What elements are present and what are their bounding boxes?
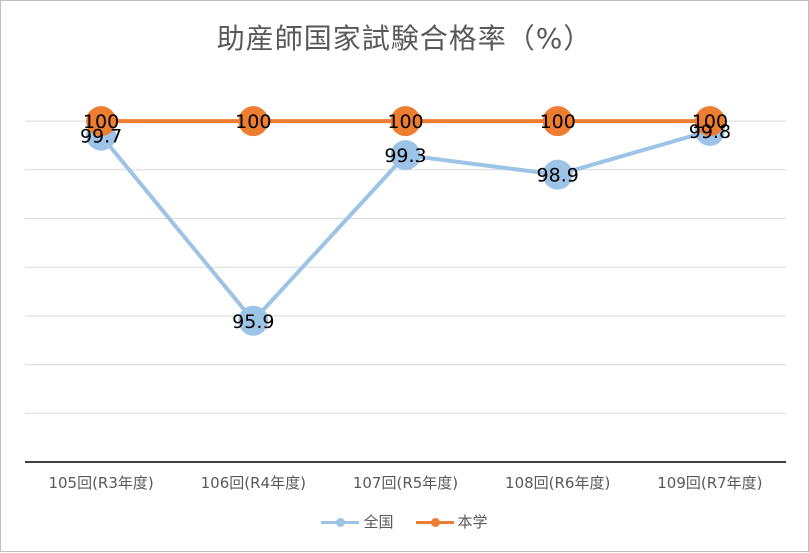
legend-item-national: 全国 (321, 511, 394, 532)
series-0-data-label-1: 95.9 (232, 311, 274, 333)
series-1-marker-0 (86, 106, 117, 137)
series-1-marker-4 (694, 106, 725, 137)
chart-legend: 全国 本学 (1, 511, 808, 532)
series-0-marker-3 (542, 159, 573, 190)
x-tick-label-3: 108回(R6年度) (505, 474, 610, 492)
series-1-data-label-1: 100 (235, 111, 271, 133)
legend-item-school: 本学 (415, 511, 488, 532)
series-1-marker-2 (390, 106, 421, 137)
legend-label-school: 本学 (457, 513, 488, 531)
series-0-data-label-2: 99.3 (384, 145, 426, 167)
series-0-marker-1 (238, 305, 269, 336)
series-1-data-label-0: 100 (83, 111, 119, 133)
series-0-marker-2 (390, 140, 421, 171)
x-tick-label-1: 106回(R4年度) (201, 474, 306, 492)
series-1-data-label-3: 100 (540, 111, 576, 133)
series-0-data-label-0: 99.7 (80, 126, 122, 148)
chart-title: 助産師国家試験合格率（%） (216, 22, 593, 55)
x-tick-label-4: 109回(R7年度) (657, 474, 762, 492)
series-0-data-label-3: 98.9 (537, 165, 579, 187)
x-tick-label-2: 107回(R5年度) (353, 474, 458, 492)
series-1-data-label-4: 100 (692, 111, 728, 133)
series-1-marker-3 (542, 106, 573, 137)
series-0-data-label-4: 99.8 (689, 121, 731, 143)
series-1-data-label-2: 100 (387, 111, 423, 133)
legend-label-national: 全国 (363, 513, 394, 531)
series-1-marker-1 (238, 106, 269, 137)
legend-swatch-school (415, 515, 454, 529)
x-tick-label-0: 105回(R3年度) (48, 474, 153, 492)
legend-swatch-national (321, 515, 360, 529)
